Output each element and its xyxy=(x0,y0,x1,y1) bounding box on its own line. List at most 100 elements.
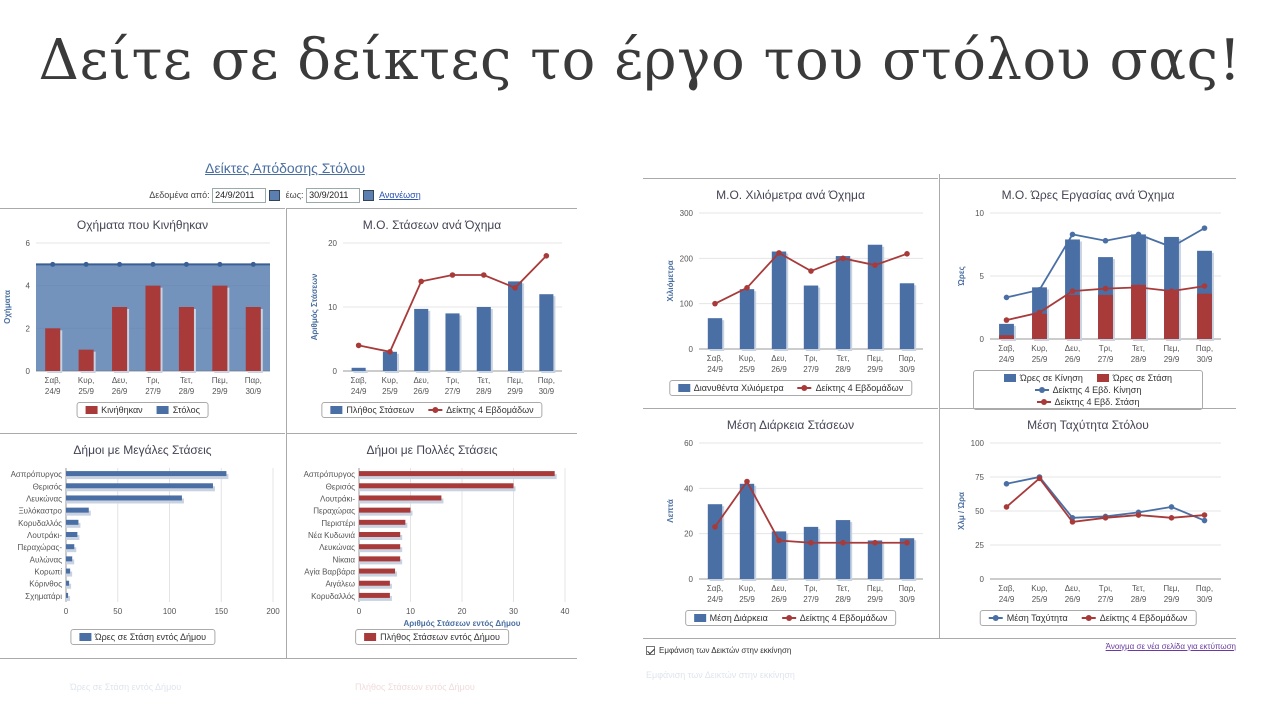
y-tick-label: Νίκαια xyxy=(333,555,356,564)
x-tick-label: Παρ, xyxy=(1196,344,1213,353)
bar xyxy=(359,580,390,586)
x-tick-label: Κυρ, xyxy=(382,376,398,385)
legend-entry[interactable]: Ώρες σε Κίνηση xyxy=(1003,373,1083,383)
bar-shadow xyxy=(66,535,80,540)
x-tick-label: 28/9 xyxy=(835,365,851,374)
bar xyxy=(359,592,390,598)
legend-entry[interactable]: Ώρες σε Στάση xyxy=(1096,373,1173,383)
legend-entry[interactable]: Δείκτης 4 Εβδομάδων xyxy=(428,405,534,415)
bar xyxy=(66,580,70,586)
legend-entry[interactable]: Πλήθος Στάσεων εντός Δήμου xyxy=(364,632,500,642)
x-tick-label: 25/9 xyxy=(1032,355,1048,364)
data-point xyxy=(83,261,89,267)
bar-shadow xyxy=(66,474,229,480)
bar-shadow xyxy=(359,595,392,601)
legend-label: Στόλος xyxy=(172,405,200,415)
legend-entry[interactable]: Κινήθηκαν xyxy=(85,405,143,415)
y-tick-label: 100 xyxy=(971,439,985,448)
chart-legend[interactable]: Κινήθηκαν Στόλος xyxy=(76,402,209,418)
dashboard-title[interactable]: Δείκτες Απόδοσης Στόλου xyxy=(204,160,366,176)
bar xyxy=(359,519,406,525)
data-point xyxy=(1003,481,1010,487)
date-from-input[interactable]: 24/9/2011 xyxy=(212,188,267,203)
legend-entry[interactable]: Δείκτης 4 Εβδομάδων xyxy=(781,613,887,623)
legend-entry[interactable]: Δείκτης 4 Εβδ. Στάση xyxy=(1036,397,1139,407)
x-tick-label: Παρ, xyxy=(898,354,915,363)
data-point xyxy=(1069,231,1076,238)
legend-label: Ώρες σε Στάση xyxy=(1112,373,1173,383)
checkbox[interactable] xyxy=(646,646,655,656)
legend-entry[interactable]: Διανυθέντα Χιλιόμετρα xyxy=(677,383,784,393)
open-print-link[interactable]: Άνοιγμα σε νέα σελίδα για εκτύπωση xyxy=(1105,642,1236,651)
data-point xyxy=(1036,475,1043,482)
divider xyxy=(643,638,1236,639)
data-point xyxy=(872,539,878,546)
calendar-icon[interactable] xyxy=(363,190,375,201)
y-tick-label: 0 xyxy=(980,575,985,584)
bar xyxy=(245,307,261,371)
data-point xyxy=(1135,512,1142,518)
chart-panel-vehicles-moved: Οχήματα που Κινήθηκαν 0 2 4 6 Σαβ, 24/9 Κυρ, 25/… xyxy=(0,208,285,433)
chart-legend[interactable]: Ώρες σε Κίνηση Ώρες σε Στάση Δείκτης 4 Εβδ… xyxy=(973,370,1203,410)
legend-entry[interactable]: Μέση Διάρκεια xyxy=(693,613,768,623)
data-point xyxy=(418,278,425,285)
y-tick-label: Αιγάλεω xyxy=(325,580,355,589)
legend-entry[interactable]: Μέση Ταχύτητα xyxy=(988,613,1068,623)
x-tick-label: 24/9 xyxy=(351,387,367,396)
legend-entry[interactable]: Στόλος xyxy=(156,405,200,415)
x-tick-label: Κυρ, xyxy=(78,376,94,385)
legend-swatch xyxy=(677,384,690,392)
chart-legend[interactable]: Πλήθος Στάσεων εντός Δήμου xyxy=(355,629,509,645)
bar xyxy=(867,244,883,349)
refresh-link[interactable]: Ανανέωση xyxy=(379,189,421,200)
y-tick-label: 10 xyxy=(975,209,984,218)
bar xyxy=(739,483,755,579)
data-point xyxy=(387,349,393,355)
right-dashboard-screenshot: Μ.Ο. Χιλιόμετρα ανά Όχημα 0 100 200 300 Σαβ, 2… xyxy=(640,170,1240,710)
chart-title: Μ.Ο. Χιλιόμετρα ανά Όχημα xyxy=(716,188,865,202)
chart-legend[interactable]: Πλήθος Στάσεων Δείκτης 4 Εβδομάδων xyxy=(321,402,543,418)
x-tick-label: Τετ, xyxy=(180,376,193,385)
bar-shadow xyxy=(359,486,516,492)
legend-entry[interactable]: Δείκτης 4 Εβδομάδων xyxy=(797,383,903,393)
data-point xyxy=(808,268,814,274)
bar xyxy=(78,349,94,371)
x-tick-label: 29/9 xyxy=(507,387,523,396)
data-point xyxy=(480,272,487,278)
chart-legend[interactable]: Ώρες σε Στάση εντός Δήμου xyxy=(69,629,216,645)
calendar-icon[interactable] xyxy=(269,190,281,201)
chart-title: Μέση Διάρκεια Στάσεων xyxy=(727,418,854,432)
data-point xyxy=(1102,515,1109,521)
chart-legend[interactable]: Μέση Διάρκεια Δείκτης 4 Εβδομάδων xyxy=(684,610,897,626)
bar xyxy=(899,538,915,579)
bar xyxy=(145,285,161,371)
data-point xyxy=(1036,287,1043,293)
x-tick-label: 26/9 xyxy=(771,365,787,374)
legend-entry[interactable]: Δείκτης 4 Εβδομάδων xyxy=(1081,613,1187,623)
y-tick-label: 10 xyxy=(328,303,337,312)
chart-legend[interactable]: Διανυθέντα Χιλιόμετρα Δείκτης 4 Εβδομάδων xyxy=(668,380,913,396)
date-to-label: έως: xyxy=(285,189,304,200)
date-to-input[interactable]: 30/9/2011 xyxy=(306,188,361,203)
x-tick-label: 24/9 xyxy=(45,387,61,396)
chart-legend[interactable]: Μέση Ταχύτητα Δείκτης 4 Εβδομάδων xyxy=(979,610,1197,626)
data-point xyxy=(1201,512,1208,518)
date-filter-row: Δεδομένα από: 24/9/2011 έως: 30/9/2011 Α… xyxy=(0,188,570,203)
legend-entry[interactable]: Πλήθος Στάσεων xyxy=(330,405,414,415)
divider xyxy=(939,174,940,638)
legend-label: Κινήθηκαν xyxy=(101,405,143,415)
bar xyxy=(835,256,851,349)
show-on-start-option[interactable]: Εμφάνιση των Δεικτών στην εκκίνηση xyxy=(646,646,791,656)
legend-entry[interactable]: Δείκτης 4 Εβδ. Κίνηση xyxy=(1034,385,1141,395)
x-tick-label: Κυρ, xyxy=(1031,344,1047,353)
data-point xyxy=(150,261,156,267)
x-tick-label: Τετ, xyxy=(1132,344,1145,353)
legend-entry[interactable]: Ώρες σε Στάση εντός Δήμου xyxy=(78,632,206,642)
y-tick-label: 40 xyxy=(684,484,693,493)
x-tick-label: 24/9 xyxy=(707,365,723,374)
chart-svg: Δήμοι με Μεγάλες Στάσεις 0 50 100 150 200 Ασπρ… xyxy=(11,443,281,616)
bar xyxy=(359,495,442,501)
x-tick-label: 29/9 xyxy=(1164,595,1180,604)
x-tick-label: Σαβ, xyxy=(707,354,723,363)
chart-title: Μ.Ο. Στάσεων ανά Όχημα xyxy=(363,218,502,232)
